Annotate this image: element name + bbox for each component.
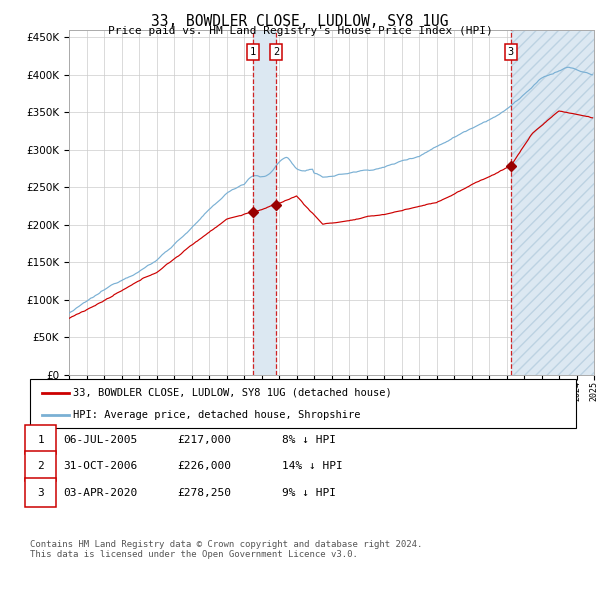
Text: 9% ↓ HPI: 9% ↓ HPI: [282, 488, 336, 497]
Text: 33, BOWDLER CLOSE, LUDLOW, SY8 1UG: 33, BOWDLER CLOSE, LUDLOW, SY8 1UG: [151, 14, 449, 29]
Text: 1: 1: [37, 435, 44, 444]
Text: HPI: Average price, detached house, Shropshire: HPI: Average price, detached house, Shro…: [73, 409, 361, 419]
Text: 31-OCT-2006: 31-OCT-2006: [63, 461, 137, 471]
Bar: [253, 30, 276, 375]
Text: £278,250: £278,250: [177, 488, 231, 497]
Text: 3: 3: [37, 488, 44, 497]
Bar: [511, 30, 594, 375]
Text: 14% ↓ HPI: 14% ↓ HPI: [282, 461, 343, 471]
Text: 2: 2: [37, 461, 44, 471]
Text: Contains HM Land Registry data © Crown copyright and database right 2024.
This d: Contains HM Land Registry data © Crown c…: [30, 540, 422, 559]
Bar: [511, 30, 594, 375]
Text: £217,000: £217,000: [177, 435, 231, 444]
Text: 03-APR-2020: 03-APR-2020: [63, 488, 137, 497]
Text: 2: 2: [273, 47, 279, 57]
Text: Price paid vs. HM Land Registry's House Price Index (HPI): Price paid vs. HM Land Registry's House …: [107, 26, 493, 36]
Text: 33, BOWDLER CLOSE, LUDLOW, SY8 1UG (detached house): 33, BOWDLER CLOSE, LUDLOW, SY8 1UG (deta…: [73, 388, 392, 398]
Text: 06-JUL-2005: 06-JUL-2005: [63, 435, 137, 444]
Text: 8% ↓ HPI: 8% ↓ HPI: [282, 435, 336, 444]
Text: 3: 3: [508, 47, 514, 57]
Text: £226,000: £226,000: [177, 461, 231, 471]
Text: 1: 1: [250, 47, 256, 57]
